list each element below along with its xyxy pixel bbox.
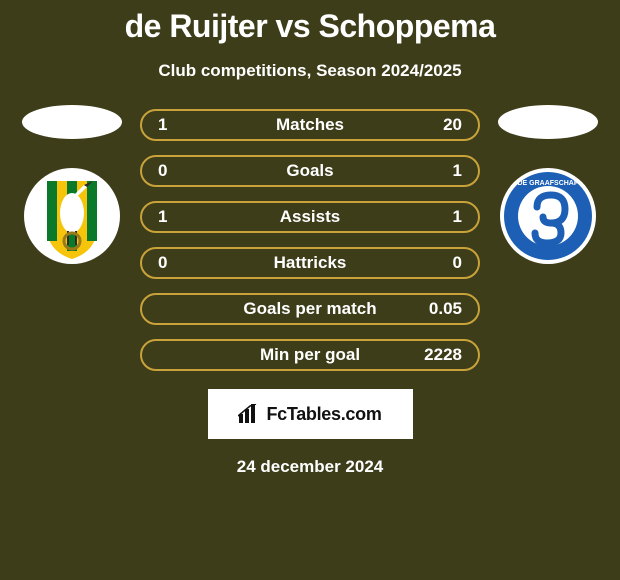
stats-column: 1 Matches 20 0 Goals 1 1 Assists 1 0 Hat… [140,109,480,371]
stat-right-value: 1 [422,161,462,181]
bar-chart-icon [238,404,260,424]
stat-label: Goals [198,161,422,181]
stat-right-value: 2228 [422,345,462,365]
stat-label: Matches [198,115,422,135]
stat-label: Min per goal [198,345,422,365]
club-crest-left [23,167,121,265]
stat-left-value: 0 [158,253,198,273]
player-right-column: DE GRAAFSCHAP [498,105,598,265]
stat-row-goals: 0 Goals 1 [140,155,480,187]
stat-label: Assists [198,207,422,227]
page-title: de Ruijter vs Schoppema [125,8,496,45]
de-graafschap-crest-icon: DE GRAAFSCHAP [499,167,597,265]
svg-text:DE GRAAFSCHAP: DE GRAAFSCHAP [517,180,578,187]
comparison-area: 1 Matches 20 0 Goals 1 1 Assists 1 0 Hat… [0,105,620,371]
player-right-avatar-placeholder [498,105,598,139]
branding-text: FcTables.com [266,404,381,425]
page-subtitle: Club competitions, Season 2024/2025 [158,61,461,81]
stat-left-value: 1 [158,115,198,135]
stat-right-value: 20 [422,115,462,135]
date-label: 24 december 2024 [237,457,384,477]
stat-left-value: 0 [158,161,198,181]
stat-row-hattricks: 0 Hattricks 0 [140,247,480,279]
stat-row-assists: 1 Assists 1 [140,201,480,233]
branding-strip: FcTables.com [208,389,413,439]
club-crest-right: DE GRAAFSCHAP [499,167,597,265]
player-left-avatar-placeholder [22,105,122,139]
stat-right-value: 0.05 [422,299,462,319]
stat-label: Hattricks [198,253,422,273]
stat-right-value: 0 [422,253,462,273]
stat-left-value: 1 [158,207,198,227]
stat-right-value: 1 [422,207,462,227]
page-container: de Ruijter vs Schoppema Club competition… [0,0,620,477]
player-left-column [22,105,122,265]
ado-den-haag-crest-icon [23,167,121,265]
stat-row-min-per-goal: Min per goal 2228 [140,339,480,371]
stat-row-matches: 1 Matches 20 [140,109,480,141]
stat-label: Goals per match [198,299,422,319]
stat-row-goals-per-match: Goals per match 0.05 [140,293,480,325]
